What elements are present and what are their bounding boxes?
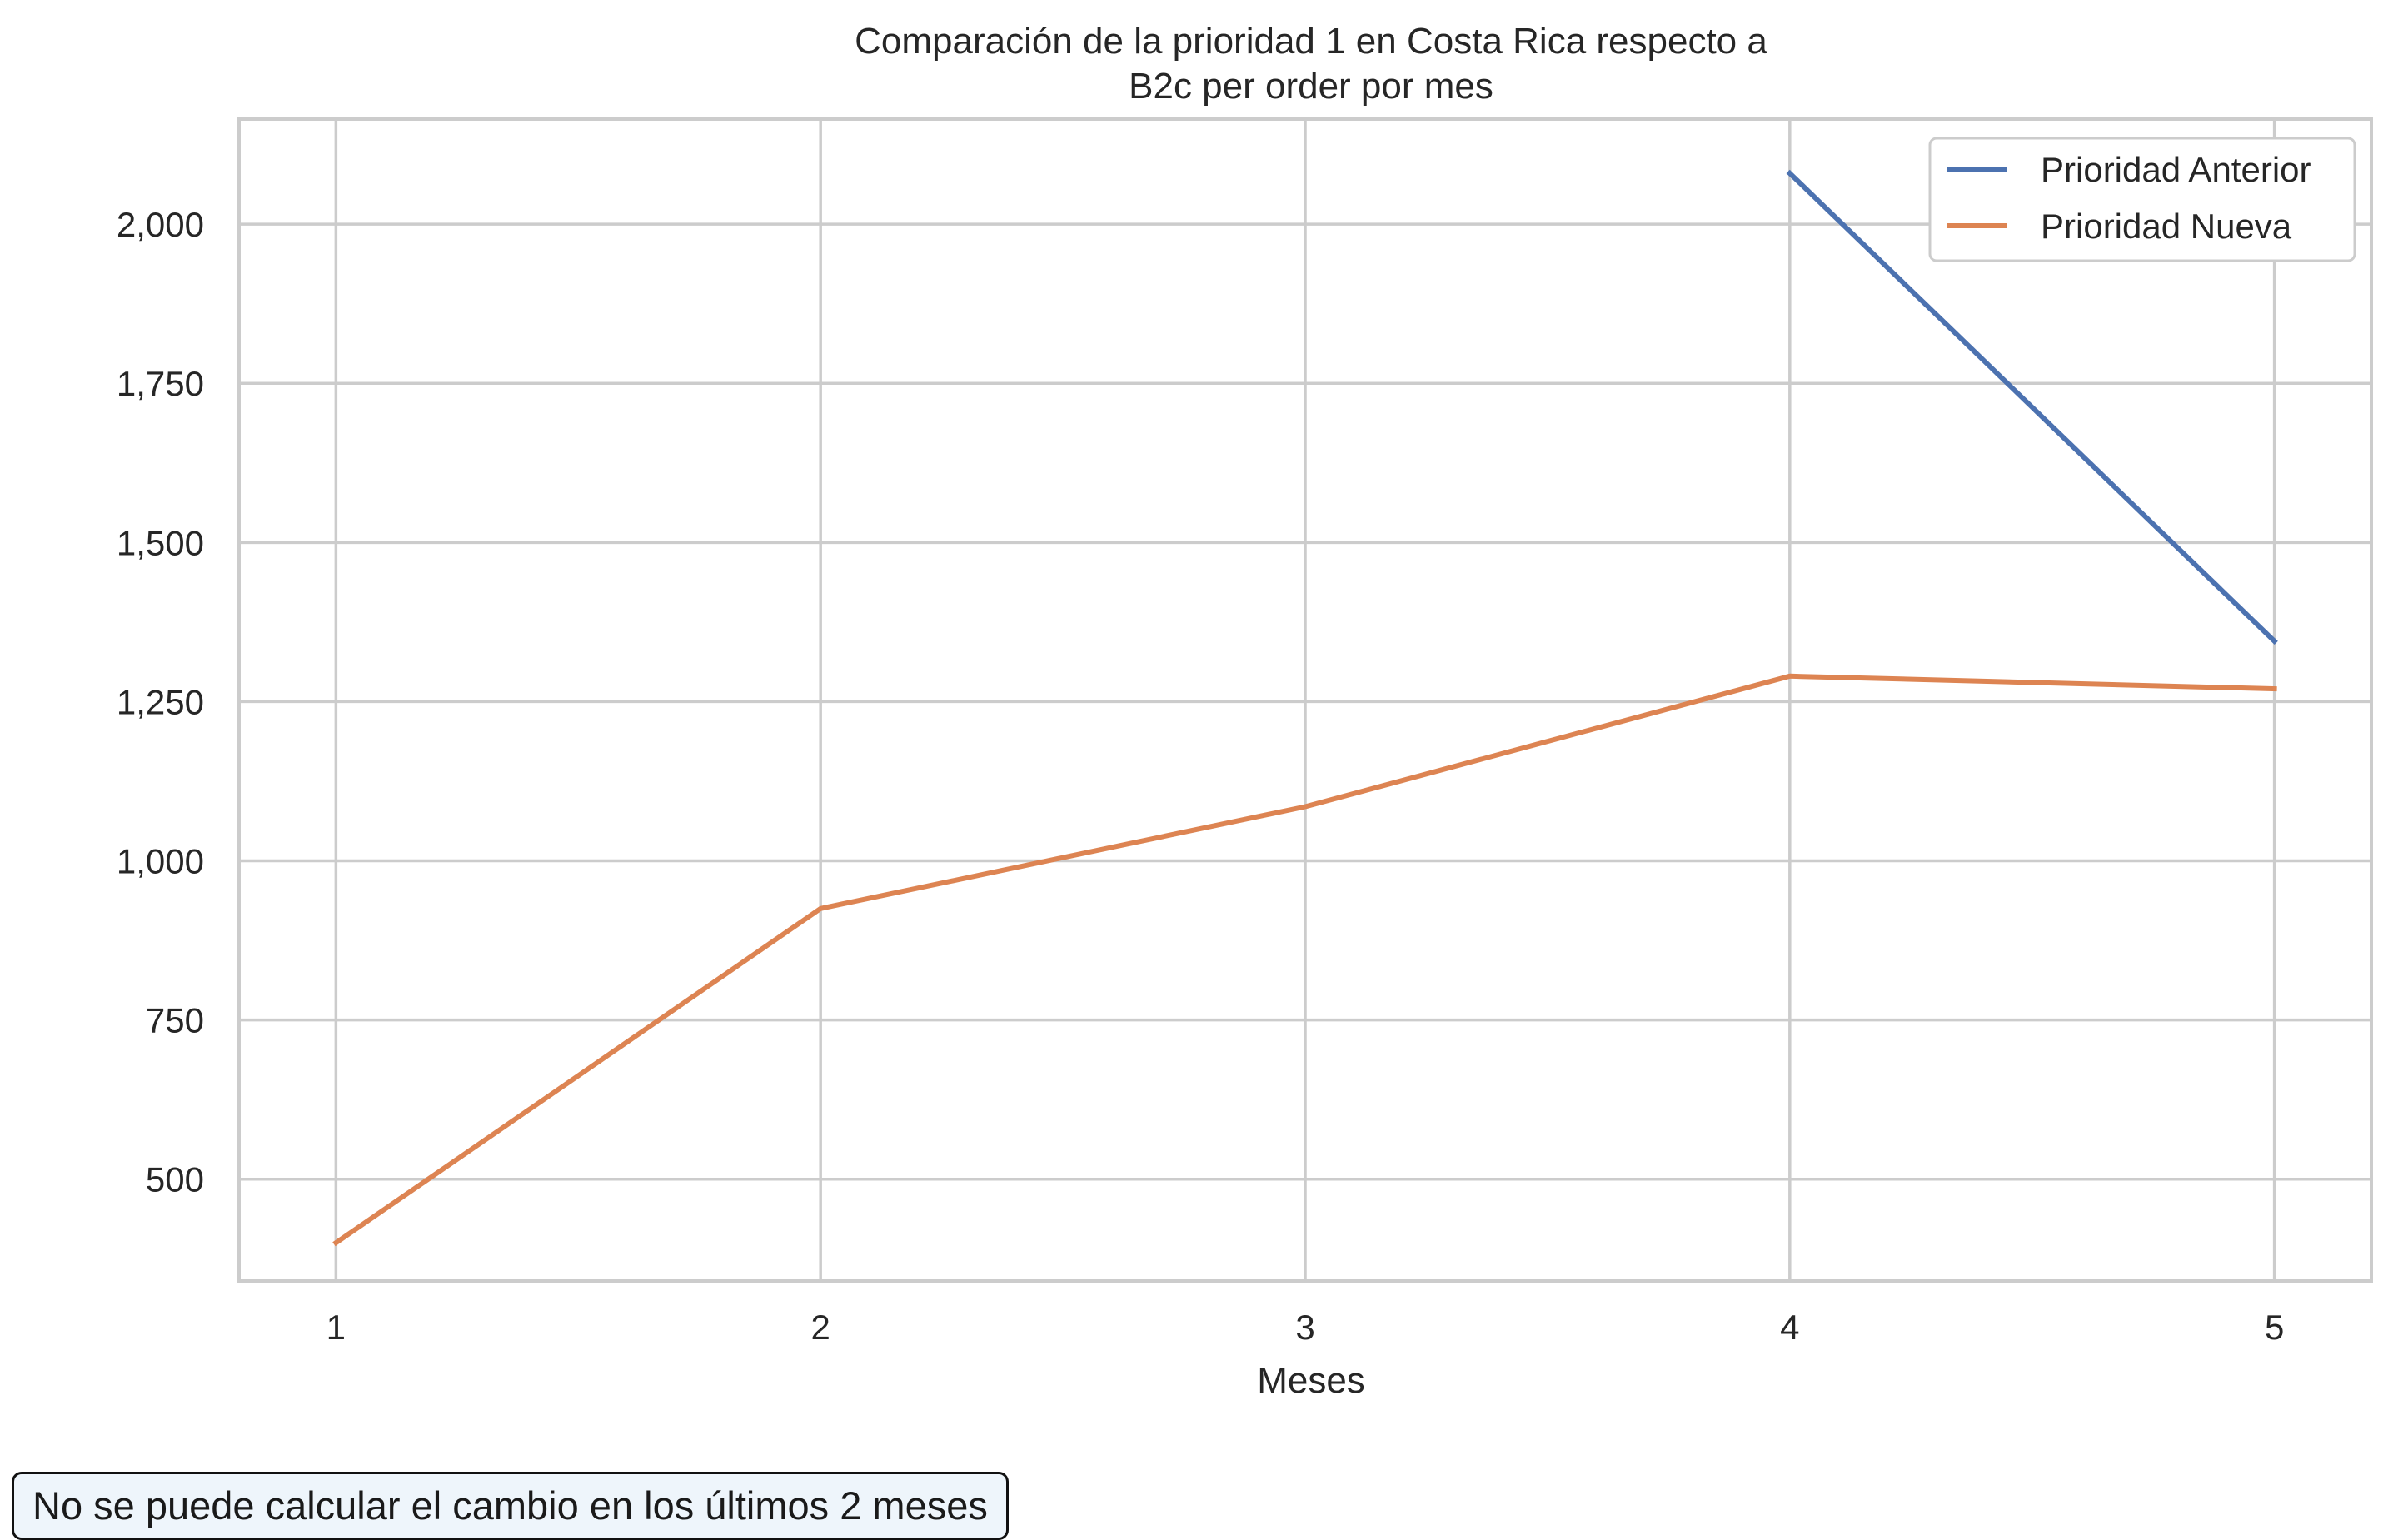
legend: Prioridad Anterior Prioridad Nueva [1928, 137, 2356, 262]
x-tick-label: 4 [1780, 1308, 1799, 1347]
legend-label-prioridad-anterior: Prioridad Anterior [2041, 150, 2311, 189]
y-tick-label: 2,000 [117, 205, 204, 244]
x-tick-label: 5 [2265, 1308, 2284, 1347]
y-tick-label: 1,000 [117, 842, 204, 881]
series-line-prioridad-anterior [1786, 169, 2278, 645]
x-tick-label: 2 [811, 1308, 830, 1347]
series-line-prioridad-nueva [332, 673, 2277, 1247]
x-axis-label: Meses [1257, 1360, 1365, 1401]
plot-area-frame [237, 117, 2373, 1283]
x-tick-label: 3 [1295, 1308, 1314, 1347]
info-note-text: No se puede calcular el cambio en los úl… [32, 1483, 988, 1528]
y-tick-label: 750 [146, 1001, 204, 1040]
y-tick-label: 1,250 [117, 682, 204, 721]
y-tick-label: 500 [146, 1160, 204, 1199]
info-note-box: No se puede calcular el cambio en los úl… [12, 1472, 1009, 1540]
chart-title-line1: Comparación de la prioridad 1 en Costa R… [855, 21, 1767, 62]
legend-frame [1928, 137, 2356, 262]
legend-label-prioridad-nueva: Prioridad Nueva [2041, 207, 2292, 246]
x-tick-label: 1 [327, 1308, 346, 1347]
y-tick-label: 1,500 [117, 523, 204, 562]
y-tick-label: 1,750 [117, 364, 204, 403]
chart-title-line2: B2c per order por mes [1129, 66, 1493, 107]
